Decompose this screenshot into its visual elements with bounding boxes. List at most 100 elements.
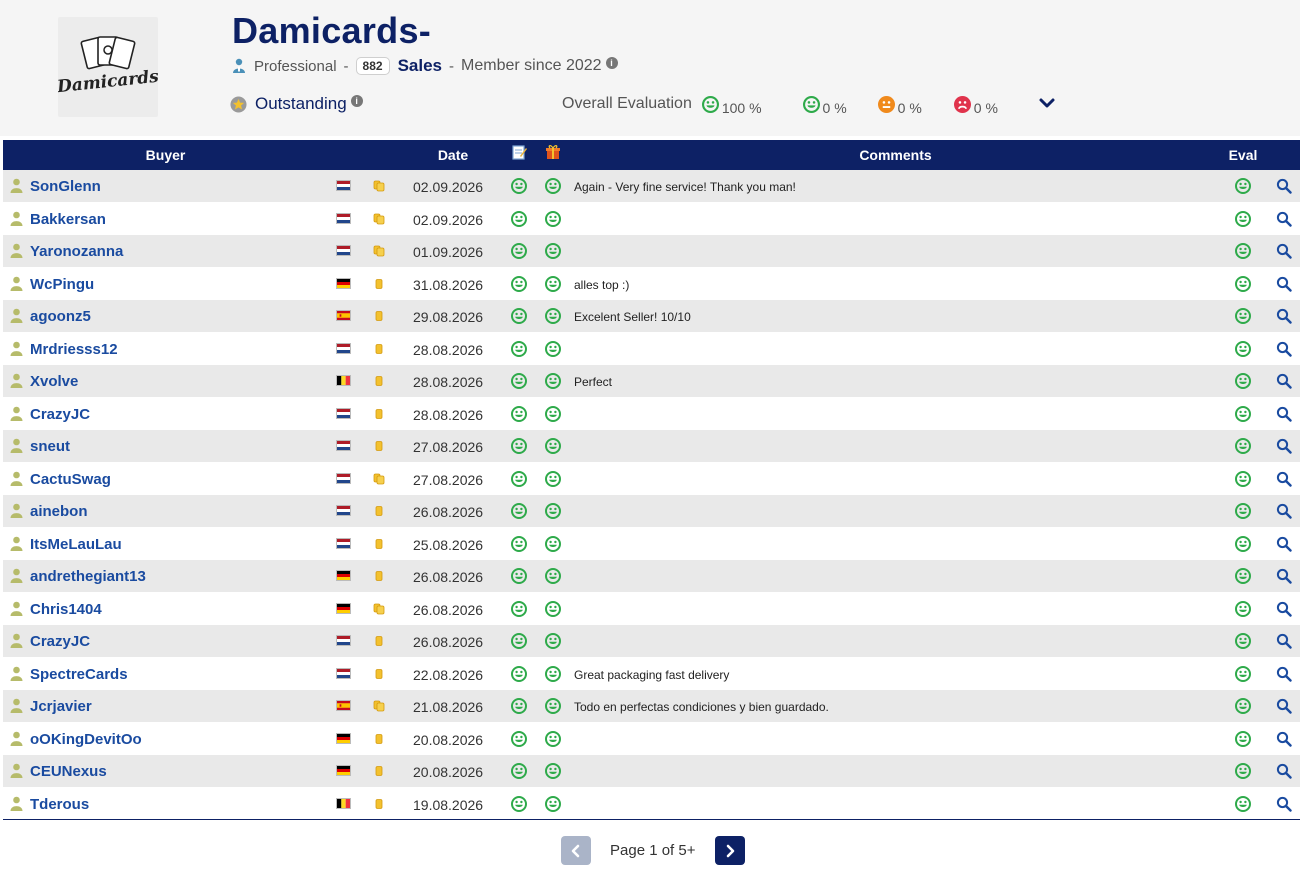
- table-row: CEUNexus 20.08.2026: [3, 755, 1300, 788]
- single-item-icon: [375, 311, 383, 321]
- buyer-link[interactable]: SonGlenn: [30, 178, 101, 195]
- search-icon[interactable]: [1276, 698, 1292, 714]
- description-rating-smiley-icon: [511, 503, 527, 519]
- evaluation-date: 27.08.2026: [413, 439, 484, 455]
- table-row: Xvolve 28.08.2026 Perfect: [3, 365, 1300, 398]
- search-icon[interactable]: [1276, 763, 1292, 779]
- buyer-link[interactable]: WcPingu: [30, 275, 95, 293]
- packaging-rating-smiley-icon: [545, 633, 561, 649]
- table-divider: [3, 819, 1300, 820]
- search-icon[interactable]: [1276, 568, 1292, 584]
- table-row: agoonz5 29.08.2026 Excelent Seller! 10/1…: [3, 300, 1300, 333]
- info-icon[interactable]: i: [605, 57, 618, 69]
- buyer-link[interactable]: ainebon: [30, 503, 88, 520]
- overall-evaluation: Overall Evaluation 100 % 0 % 0 %: [562, 95, 998, 116]
- search-icon[interactable]: [1276, 796, 1292, 812]
- user-icon: [10, 731, 23, 746]
- search-icon[interactable]: [1276, 373, 1292, 389]
- search-icon[interactable]: [1276, 276, 1292, 292]
- user-icon: [10, 243, 23, 258]
- search-icon[interactable]: [1276, 341, 1292, 357]
- packaging-rating-smiley-icon: [545, 600, 561, 617]
- country-flag-icon: [336, 537, 351, 549]
- search-icon[interactable]: [1276, 601, 1292, 617]
- buyer-link[interactable]: SpectreCards: [30, 665, 128, 683]
- buyer-link[interactable]: oOKingDevitOo: [30, 730, 142, 748]
- table-row: oOKingDevitOo 20.08.2026: [3, 722, 1300, 755]
- chevron-left-icon: [571, 844, 580, 857]
- search-icon[interactable]: [1276, 243, 1292, 259]
- next-page-button[interactable]: [714, 836, 745, 865]
- search-icon[interactable]: [1276, 471, 1292, 487]
- evaluation-excellent-value: 100 %: [721, 99, 762, 116]
- single-item-icon: [375, 441, 383, 451]
- buyer-link[interactable]: Yaronozanna: [30, 243, 124, 260]
- search-icon[interactable]: [1276, 503, 1292, 519]
- table-row: Yaronozanna 01.09.2026: [3, 235, 1300, 268]
- previous-page-button[interactable]: [561, 836, 591, 865]
- packaging-rating-smiley-icon: [545, 763, 561, 779]
- country-flag-icon: [336, 570, 351, 581]
- search-icon[interactable]: [1276, 406, 1292, 422]
- packaging-rating-smiley-icon: [545, 373, 561, 389]
- seller-name: Damicards-: [232, 10, 432, 51]
- buyer-link[interactable]: Xvolve: [30, 373, 79, 390]
- overall-evaluation-label: Overall Evaluation: [562, 95, 692, 112]
- buyer-link[interactable]: Jcrjavier: [30, 698, 92, 715]
- user-icon: [10, 308, 23, 323]
- buyer-link[interactable]: CrazyJC: [30, 633, 91, 650]
- search-icon[interactable]: [1276, 536, 1292, 552]
- country-flag-icon: [336, 212, 351, 224]
- search-icon[interactable]: [1276, 438, 1292, 454]
- search-icon[interactable]: [1276, 211, 1292, 227]
- table-body: SonGlenn 02.09.2026 Again - Very fine se…: [3, 170, 1300, 820]
- country-flag-icon: [336, 245, 351, 256]
- search-icon[interactable]: [1276, 178, 1292, 194]
- buyer-link[interactable]: CactuSwag: [30, 470, 111, 488]
- search-icon[interactable]: [1276, 731, 1292, 747]
- buyer-link[interactable]: sneut: [30, 438, 71, 455]
- evaluation-date: 26.08.2026: [413, 504, 484, 520]
- buyer-link[interactable]: Mrdriesss12: [30, 340, 118, 358]
- table-row: CrazyJC 26.08.2026: [3, 625, 1300, 658]
- buyer-link[interactable]: CrazyJC: [30, 405, 91, 423]
- search-icon[interactable]: [1276, 633, 1292, 649]
- description-rating-smiley-icon: [511, 373, 527, 389]
- evaluation-date: 01.09.2026: [413, 244, 484, 260]
- sales-label: Sales: [397, 56, 443, 75]
- gift-icon: [546, 145, 560, 159]
- country-flag-icon: [336, 635, 351, 646]
- description-rating-smiley-icon: [511, 568, 527, 584]
- buyer-link[interactable]: Bakkersan: [30, 210, 106, 228]
- buyer-link[interactable]: andrethegiant13: [30, 568, 146, 585]
- overall-rating-smiley-icon: [1235, 438, 1251, 454]
- evaluation-date: 28.08.2026: [413, 341, 484, 358]
- info-icon[interactable]: i: [350, 95, 363, 107]
- description-rating-smiley-icon: [511, 795, 527, 812]
- buyer-link[interactable]: ItsMeLauLau: [30, 535, 122, 553]
- buyer-link[interactable]: Tderous: [30, 795, 90, 813]
- evaluation-neutral-value: 0 %: [897, 99, 922, 116]
- search-icon[interactable]: [1276, 308, 1292, 324]
- user-icon: [10, 341, 23, 356]
- buyer-comment: alles top :): [574, 277, 630, 292]
- member-since: Member since 2022: [461, 57, 602, 74]
- search-icon[interactable]: [1276, 666, 1292, 682]
- evaluation-date: 22.08.2026: [413, 666, 484, 683]
- country-flag-icon: [336, 732, 351, 744]
- good-smiley-icon: [802, 95, 820, 113]
- chevron-down-icon[interactable]: [1038, 96, 1056, 110]
- buyer-comment: Todo en perfectas condiciones y bien gua…: [574, 700, 829, 714]
- packaging-rating-smiley-icon: [545, 405, 561, 422]
- buyer-link[interactable]: Chris1404: [30, 600, 102, 618]
- evaluation-date: 27.08.2026: [413, 471, 484, 488]
- reputation-line: Outstanding i: [230, 94, 363, 114]
- column-buyer[interactable]: Buyer: [145, 147, 186, 163]
- single-item-icon: [375, 571, 383, 581]
- buyer-link[interactable]: CEUNexus: [30, 763, 107, 780]
- sales-count-badge: 882: [355, 57, 390, 75]
- column-date[interactable]: Date: [437, 147, 469, 163]
- description-rating-smiley-icon: [511, 405, 527, 422]
- buyer-link[interactable]: agoonz5: [30, 308, 91, 325]
- table-row: Mrdriesss12 28.08.2026: [3, 332, 1300, 365]
